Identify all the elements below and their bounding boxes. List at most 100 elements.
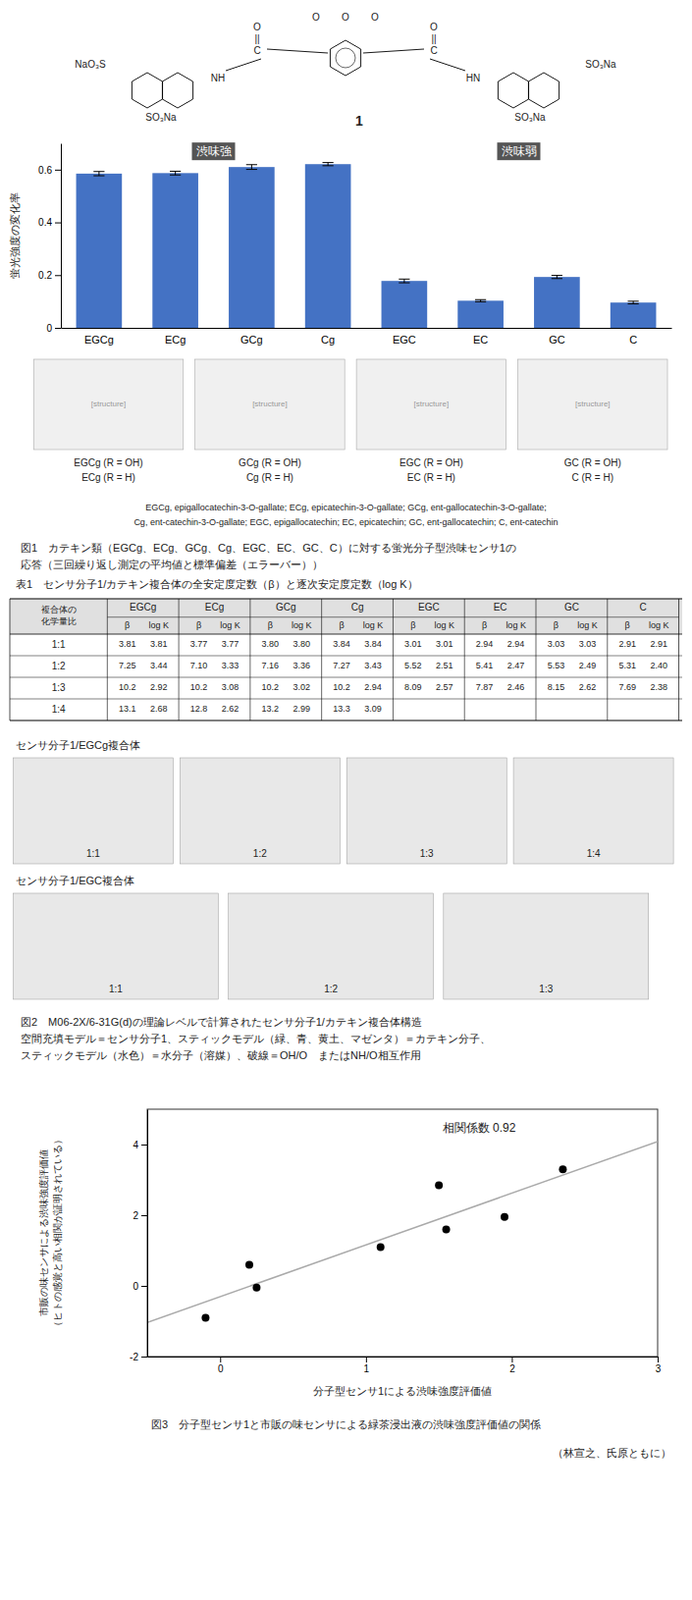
atom-label: C (429, 45, 437, 56)
table-cell: 2.38 (649, 682, 668, 692)
error-cap (169, 170, 181, 172)
table-rule (249, 598, 251, 721)
table-rule (678, 598, 680, 721)
table-rule (9, 634, 683, 636)
group-label-text: 渋味強 (196, 144, 232, 159)
abbreviation: Cg, ent-catechin-3-O-gallate; EGC, epiga… (133, 517, 558, 528)
error-bar (628, 301, 639, 305)
point (245, 1260, 254, 1269)
x-tick: EC (473, 333, 488, 346)
y-axis-title: 蛍光強度の変化率 (8, 192, 21, 279)
y-axis-title-line: 蛍光強度の変化率 (8, 192, 21, 279)
catechin-structures: [structure]EGCg (R = OH)ECg (R = H)[stru… (20, 359, 668, 571)
table-cell: 7.10 (190, 660, 209, 671)
table-cell: 3.80 (262, 638, 280, 649)
error-bar (169, 170, 181, 175)
bond (131, 72, 162, 108)
y-tick: 4 (132, 1139, 148, 1151)
tick-mark (141, 1144, 148, 1146)
subheader: β (410, 620, 416, 631)
point (434, 1180, 443, 1189)
error-stem (403, 278, 405, 283)
subheader: log K (577, 620, 598, 631)
complex-structures: センサ分子1/EGCg複合体1:11:21:31:4センサ分子1/EGC複合体1… (12, 739, 674, 1062)
stoichiometry-label: 1:2 (253, 848, 267, 859)
table-cell: 7.87 (476, 682, 494, 692)
tick-label: 0.4 (38, 216, 53, 228)
tick-label: 0.6 (38, 164, 53, 176)
caption: 図2 M06-2X/6-31G(d)の理論レベルで計算されたセンサ分子1/カテキ… (20, 1015, 423, 1028)
tick-mark (141, 1215, 148, 1217)
table-cell: 3.02 (293, 682, 312, 692)
error-cap (246, 168, 258, 170)
table-rule (535, 598, 537, 721)
structure-placeholder (12, 893, 218, 1000)
tick-label: 0 (132, 1280, 139, 1292)
placeholder-label: [structure] (252, 399, 288, 409)
error-cap (398, 282, 410, 284)
tick-label: EC (473, 333, 488, 346)
point (558, 1165, 567, 1173)
tick-label: 2 (509, 1363, 516, 1375)
tick-label: GC (548, 333, 566, 346)
table-cell: 2.47 (507, 660, 526, 671)
axis-line (61, 327, 673, 329)
table-cell: 13.3 (332, 703, 351, 714)
error-cap (398, 278, 410, 280)
axis-line (148, 1356, 659, 1358)
table-cell: 3.77 (221, 638, 240, 649)
tick-label: Cg (320, 333, 335, 346)
table-cell: 3.08 (221, 682, 240, 692)
caption: 図3 分子型センサ1と市販の味センサによる緑茶浸出液の渋味強度評価値の関係 (151, 1418, 541, 1431)
tick-label: EGC (392, 333, 417, 346)
subheader: log K (148, 620, 169, 631)
y-axis-title-line: 市販の味センサによる渋味強度評価値 (38, 1149, 50, 1317)
table-title: 表1 センサ分子1/カテキン複合体の全安定度定数（β）と逐次安定度定数（log … (15, 578, 419, 590)
table-cell: 10.2 (332, 682, 351, 692)
table-cell: 2.51 (435, 660, 454, 671)
subheader: log K (434, 620, 456, 631)
caption: 空間充填モデル＝センサ分子1、スティックモデル（緑、青、黄土、マゼンタ）＝カテキ… (20, 1032, 491, 1045)
y-tick: 0 (132, 1280, 148, 1292)
x-tick: GCg (240, 333, 264, 346)
column-header: Cg (351, 601, 365, 613)
atom-label: HN (466, 72, 480, 84)
tick-label: 0.2 (38, 269, 53, 281)
atom-label: O (341, 11, 350, 23)
x-axis: 0123 (148, 1356, 662, 1375)
atom-label: C (253, 45, 261, 56)
subheader: β (625, 620, 631, 631)
structure-placeholder (518, 359, 668, 450)
error-cap (628, 303, 639, 305)
table-rule (178, 598, 180, 721)
abbreviation: EGCg, epigallocatechin-3-O-gallate; ECg,… (145, 502, 547, 513)
y-tick: 0.6 (38, 164, 61, 176)
table-rule (9, 720, 683, 722)
table-rule (9, 598, 11, 721)
error-stem (98, 171, 100, 176)
tick-label: 2 (132, 1210, 139, 1222)
tick-label: 0 (46, 322, 53, 334)
stoichiometry-label: 1:3 (420, 848, 434, 859)
table-cell: 2.46 (507, 682, 526, 692)
table-cell: 8.15 (547, 682, 566, 692)
table-cell: 5.52 (404, 660, 423, 671)
tick-label: ECg (164, 333, 186, 346)
structure-placeholder (195, 359, 345, 450)
table-cell: 3.84 (332, 638, 351, 649)
caption: スティックモデル（水色）＝水分子（溶媒）、破線＝OH/O またはNH/O相互作用 (20, 1049, 422, 1062)
row-label: センサ分子1/EGC複合体 (15, 874, 135, 887)
error-bar (475, 299, 486, 302)
bond (225, 58, 262, 71)
stoichiometry-label: 1:1 (86, 848, 101, 859)
subheader: log K (363, 620, 384, 631)
aromatic-ring (335, 48, 356, 68)
row-label: 1:1 (52, 638, 66, 650)
column-header: EGC (418, 601, 440, 613)
table-cell: 3.81 (118, 638, 137, 649)
error-bar (398, 278, 410, 283)
row-header-line: 複合体の (41, 604, 77, 615)
y-axis-title-line: （ヒトの感覚と高い相関が証明されている） (52, 1134, 63, 1331)
x-tick: 1 (364, 1356, 371, 1375)
error-cap (475, 301, 486, 303)
